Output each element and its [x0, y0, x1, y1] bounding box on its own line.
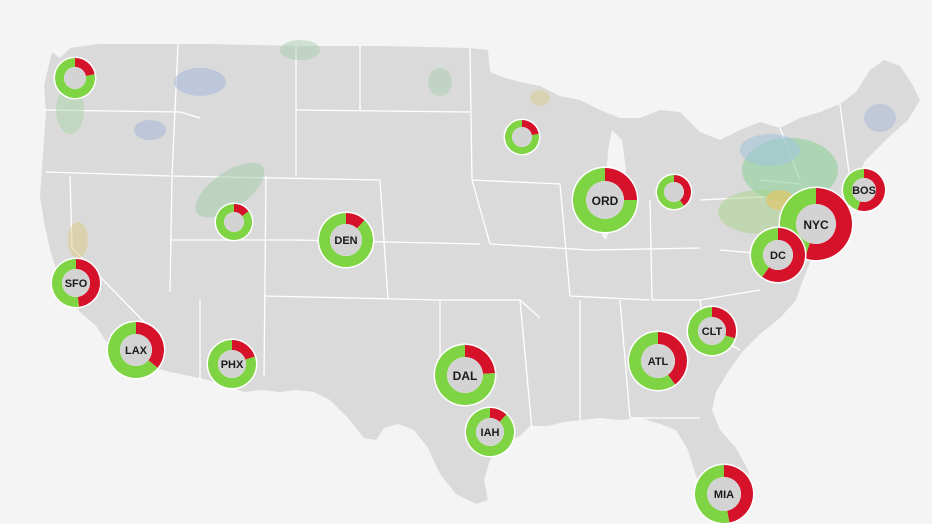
donut-center	[64, 67, 86, 89]
donut-center	[763, 240, 793, 270]
delayed-segment	[712, 307, 736, 339]
donut-center	[707, 477, 741, 511]
airport-donut-dc[interactable]: DC	[749, 226, 807, 284]
on-time-segment	[694, 465, 730, 523]
airport-donuts: BOS ORD DEN NYC DC SFO LAX PHX DAL IAH ATL CLT MIA	[50, 56, 887, 524]
donut-center	[218, 350, 246, 378]
on-time-segment	[318, 213, 373, 267]
airport-donut-seattle[interactable]	[53, 56, 97, 100]
delayed-segment	[346, 213, 365, 229]
airport-donut-minneapolis[interactable]	[503, 118, 541, 156]
delayed-segment	[76, 259, 101, 307]
delayed-segment	[762, 228, 806, 283]
on-time-segment	[843, 169, 864, 210]
state-borders	[43, 43, 851, 431]
on-time-segment	[688, 307, 735, 355]
airport-code-label: ATL	[648, 356, 669, 368]
airport-donut-dal[interactable]: DAL	[433, 343, 497, 407]
on-time-segment	[108, 322, 158, 379]
on-time-segment	[208, 340, 256, 389]
donut-center	[512, 127, 532, 147]
delayed-segment	[522, 120, 539, 136]
donut-center	[698, 317, 726, 345]
on-time-segment	[435, 345, 495, 406]
donut-center	[796, 204, 836, 244]
airport-code-label: PHX	[221, 359, 244, 371]
airport-donut-detroit[interactable]	[655, 173, 693, 211]
delayed-segment	[75, 58, 95, 76]
airport-code-label: ORD	[592, 194, 619, 208]
on-time-segment	[466, 408, 514, 457]
airport-code-label: SFO	[65, 278, 88, 290]
delayed-segment	[674, 175, 692, 206]
airport-donut-ord[interactable]: ORD	[571, 166, 639, 234]
delayed-segment	[234, 203, 249, 217]
on-time-segment	[505, 120, 540, 154]
precipitation-overlay	[56, 40, 896, 258]
delayed-segment	[724, 465, 753, 523]
delayed-segment	[605, 168, 637, 200]
us-landmass	[40, 44, 920, 514]
delayed-segment	[232, 340, 255, 360]
donut-center	[664, 182, 684, 202]
on-time-segment	[215, 204, 252, 240]
airport-donut-clt[interactable]: CLT	[686, 305, 738, 357]
donut-center	[120, 334, 152, 366]
airport-donut-den[interactable]: DEN	[317, 211, 375, 269]
donut-center	[447, 357, 483, 393]
donut-center	[641, 344, 675, 378]
airport-code-label: MIA	[714, 489, 734, 501]
delayed-segment	[136, 322, 164, 368]
donut-center	[330, 224, 362, 256]
on-time-segment	[657, 175, 684, 209]
airport-code-label: NYC	[803, 218, 829, 232]
airport-donut-bos[interactable]: BOS	[841, 167, 887, 213]
delayed-segment	[658, 332, 687, 385]
airport-code-label: CLT	[702, 326, 723, 338]
airport-code-label: DAL	[453, 369, 478, 383]
donut-center	[62, 269, 90, 297]
donut-center	[586, 181, 624, 219]
airport-donut-salt-lake[interactable]	[214, 202, 254, 242]
airport-donut-phx[interactable]: PHX	[206, 338, 258, 390]
on-time-segment	[573, 168, 637, 232]
on-time-segment	[55, 58, 95, 98]
airport-donut-atl[interactable]: ATL	[627, 330, 689, 392]
donut-center	[224, 212, 244, 232]
donut-center	[852, 178, 876, 202]
delayed-segment	[490, 408, 507, 422]
airport-code-label: DEN	[334, 235, 357, 247]
delayed-segment	[465, 345, 495, 374]
on-time-segment	[629, 332, 676, 390]
airport-code-label: BOS	[852, 185, 876, 197]
airport-donut-iah[interactable]: IAH	[464, 406, 516, 458]
airport-donut-mia[interactable]: MIA	[693, 463, 755, 524]
airport-code-label: DC	[770, 250, 786, 262]
airport-donut-sfo[interactable]: SFO	[50, 257, 102, 309]
airport-code-label: LAX	[125, 345, 148, 357]
delayed-segment	[804, 188, 852, 260]
on-time-segment	[751, 228, 778, 277]
airport-code-label: IAH	[481, 427, 500, 439]
on-time-segment	[52, 259, 80, 307]
airport-donut-lax[interactable]: LAX	[106, 320, 166, 380]
donut-center	[476, 418, 504, 446]
delayed-segment	[857, 169, 886, 212]
